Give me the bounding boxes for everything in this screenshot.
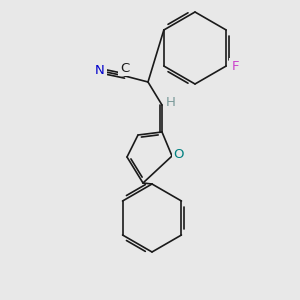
Text: F: F — [231, 59, 239, 73]
Text: N: N — [95, 64, 105, 77]
Text: O: O — [174, 148, 184, 160]
Text: H: H — [166, 97, 176, 110]
Text: C: C — [120, 61, 130, 74]
